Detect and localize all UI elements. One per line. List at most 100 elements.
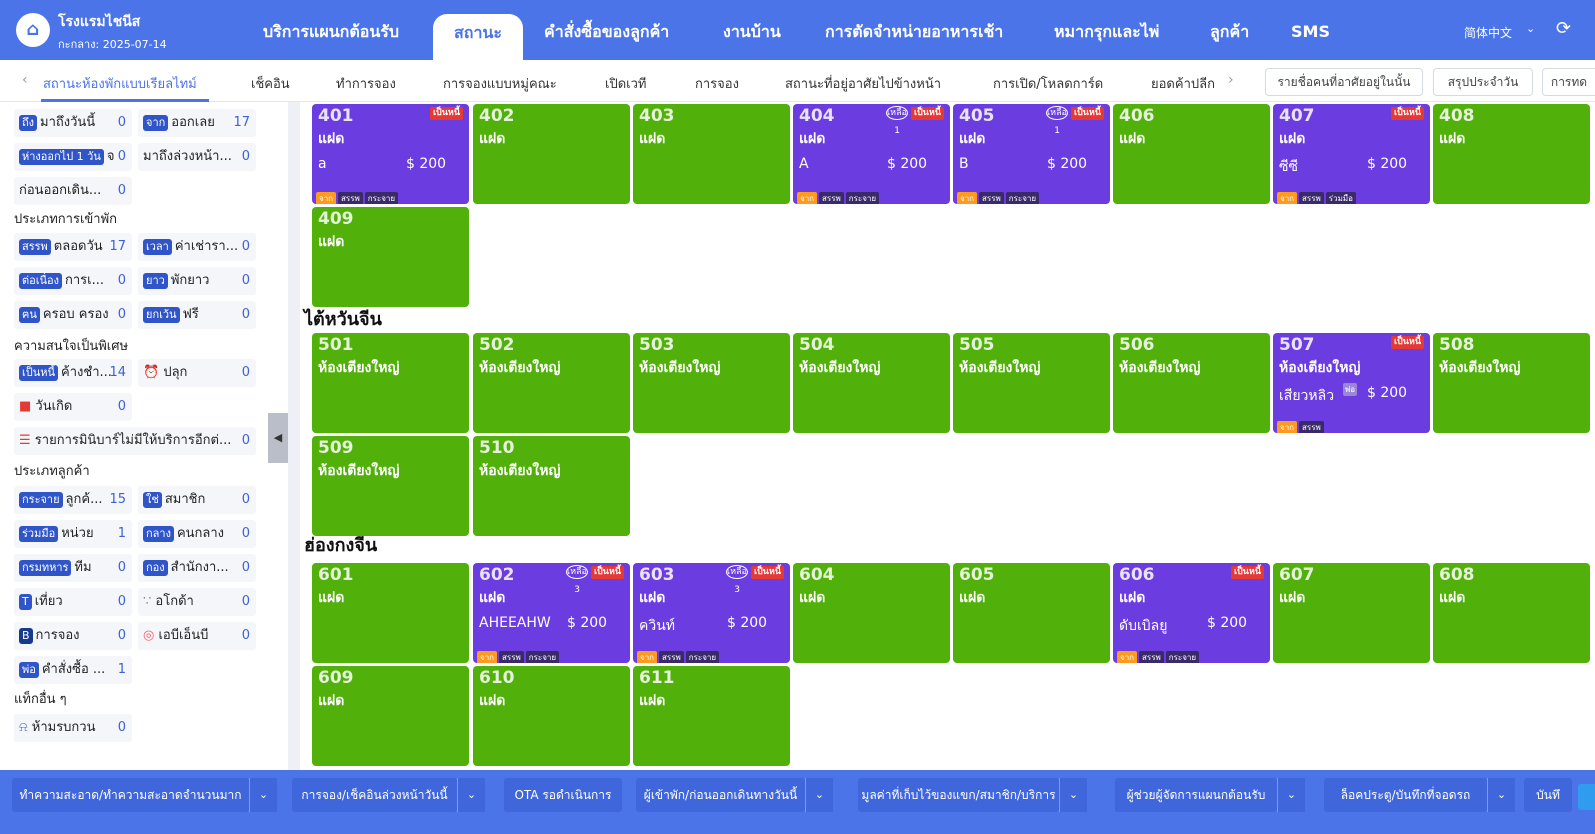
stat-depart[interactable]: จาก ออกเลย 17 (138, 109, 256, 137)
stat-minibar[interactable]: ☰ รายการมินิบาร์ไม่มีให้บริการอีกต่... 0 (14, 427, 256, 455)
room-card[interactable]: 402 แฝด (473, 104, 630, 204)
tab-forward-status[interactable]: สถานะที่อยู่อาศัยไปข้างหน้า (785, 77, 942, 92)
nav-customers[interactable]: ลูกค้า (1210, 22, 1250, 41)
tab-retail[interactable]: ยอดค้าปลีก (1151, 77, 1215, 92)
room-card[interactable]: 406 แฝด (1113, 104, 1270, 204)
room-number: 505 (959, 335, 995, 355)
tab-group-booking[interactable]: การจองแบบหมู่คณะ (443, 77, 557, 92)
ota-pending-button[interactable]: OTA รอดำเนินการ (504, 778, 622, 812)
stat-booking[interactable]: B การจอง 0 (14, 622, 132, 650)
room-card[interactable]: 608 แฝด (1433, 563, 1590, 663)
room-card[interactable]: 401 แฝด a $ 200 เป็นหนี้ จาก สรรพ กระจาย (312, 104, 469, 204)
room-card[interactable]: 409 แฝด (312, 207, 469, 307)
stat-continuous[interactable]: ต่อเนื่อง การเ... 0 (14, 267, 132, 295)
stat-hourly[interactable]: เวลา ค่าเช่ารา... 0 (138, 233, 256, 261)
tab-open-stage[interactable]: เปิดเวที (605, 77, 647, 92)
room-card[interactable]: 611 แฝด (633, 666, 790, 766)
chevron-left-icon[interactable]: ‹ (22, 72, 28, 88)
stat-military[interactable]: กรมทหาร ทีม 0 (14, 554, 132, 582)
chevron-down-icon[interactable]: ⌄ (1526, 22, 1536, 35)
room-card[interactable]: 602 แฝด AHEEAHW $ 200 เป็นหนี้ เหลือ 3 จาก สรรพก… (473, 563, 630, 663)
room-card[interactable]: 610 แฝด (473, 666, 630, 766)
front-desk-assistant-button[interactable]: ผู้ช่วยผู้จัดการแผนกต้อนรับ (1115, 778, 1277, 812)
nav-breakfast[interactable]: การตัดจำหน่ายอาหารเช้า (825, 22, 1004, 41)
stat-allday[interactable]: สรรพ ตลอดวัน 17 (14, 233, 132, 261)
stat-free[interactable]: ยกเว้น ฟรี 0 (138, 301, 256, 329)
stat-away-one-day[interactable]: ห่างออกไป 1 วันจ 0 (14, 143, 132, 171)
tab-realtime-status[interactable]: สถานะห้องพักแบบเรียลไทม์ (43, 77, 197, 92)
tab-card[interactable]: การเปิด/โหลดการ์ด (993, 77, 1104, 92)
stat-before-checkout[interactable]: ก่อนออกเดิน... 0 (14, 177, 132, 205)
stat-middle[interactable]: กลาง คนกลาง 0 (138, 520, 256, 548)
room-card[interactable]: 508 ห้องเตียงใหญ่ (1433, 333, 1590, 433)
room-card[interactable]: 507 ห้องเตียงใหญ่ เสียวหลิว $ 200 เป็นหนี้ พ่… (1273, 333, 1430, 433)
tab-make-reservation[interactable]: ทำการจอง (336, 77, 396, 92)
clean-button[interactable]: ทำความสะอาด/ทำความสะอาดจำนวนมาก (12, 778, 249, 812)
room-card[interactable]: 510 ห้องเตียงใหญ่ (473, 436, 630, 536)
stat-debt[interactable]: เป็นหนี้ ค้างชำ... 14 (14, 359, 132, 387)
stat-member[interactable]: ใช่ สมาชิก 0 (138, 486, 256, 514)
chevron-down-icon[interactable]: ⌄ (249, 778, 277, 812)
room-type: แฝด (479, 590, 506, 606)
room-card[interactable]: 407 แฝด ซีซี $ 200 เป็นหนี้ จาก สรรพ ร่วมมือ (1273, 104, 1430, 204)
refresh-icon[interactable]: ⟳ (1556, 18, 1572, 39)
room-card[interactable]: 601 แฝด (312, 563, 469, 663)
stat-cover[interactable]: ฅน ครอบ ครอง 0 (14, 301, 132, 329)
language-select[interactable]: 简体中文 (1464, 26, 1513, 40)
record-button[interactable]: บันทึ (1524, 778, 1572, 812)
room-card[interactable]: 506 ห้องเตียงใหญ่ (1113, 333, 1270, 433)
room-card[interactable]: 405 แฝด B $ 200 เป็นหนี้ เหลือ 1 จาก สรรพ กระจาย (953, 104, 1110, 204)
nav-sms[interactable]: SMS (1291, 22, 1330, 41)
room-card[interactable]: 408 แฝด (1433, 104, 1590, 204)
room-card[interactable]: 501 ห้องเตียงใหญ่ (312, 333, 469, 433)
nav-housekeeping[interactable]: งานบ้าน (723, 22, 781, 41)
chevron-right-icon[interactable]: › (1228, 72, 1234, 88)
test-button[interactable]: การทด (1542, 68, 1595, 96)
stat-coop[interactable]: ร่วมมือ หน่วย 1 (14, 520, 132, 548)
room-card[interactable]: 607 แฝด (1273, 563, 1430, 663)
room-card[interactable]: 504 ห้องเตียงใหญ่ (793, 333, 950, 433)
nav-front-desk[interactable]: บริการแผนกต้อนรับ (263, 22, 400, 41)
room-card[interactable]: 403 แฝด (633, 104, 790, 204)
room-card[interactable]: 505 ห้องเตียงใหญ่ (953, 333, 1110, 433)
chevron-down-icon[interactable]: ⌄ (1277, 778, 1305, 812)
chevron-down-icon[interactable]: ⌄ (805, 778, 833, 812)
room-card[interactable]: 605 แฝด (953, 563, 1110, 663)
booking-today-button[interactable]: การจอง/เช็คอินล่วงหน้าวันนี้ (292, 778, 457, 812)
chevron-down-icon[interactable]: ⌄ (457, 778, 485, 812)
stat-agoda[interactable]: ∵ อโกด้า 0 (138, 588, 256, 616)
stored-value-button[interactable]: มูลค่าที่เก็บไว้ของแขก/สมาชิก/บริการ (858, 778, 1059, 812)
tab-checkin[interactable]: เช็คอิน (251, 77, 290, 92)
stat-early-arrive[interactable]: มาถึงล่วงหน้า... 0 (138, 143, 256, 171)
resident-list-button[interactable]: รายชื่อคนที่อาศัยอยู่ในนั้น (1265, 68, 1423, 96)
nav-orders[interactable]: คำสั่งซื้อของลูกค้า (544, 22, 670, 41)
guests-today-button[interactable]: ผู้เข้าพัก/ก่อนออกเดินทางวันนี้ (636, 778, 805, 812)
stat-longstay[interactable]: ยาว พักยาว 0 (138, 267, 256, 295)
side-handle[interactable] (1578, 784, 1595, 810)
room-card[interactable]: 503 ห้องเตียงใหญ่ (633, 333, 790, 433)
nav-chess-cards[interactable]: หมากรุกและไพ่ (1054, 22, 1160, 41)
stat-wake[interactable]: ⏰ ปลุก 0 (138, 359, 256, 387)
nav-status[interactable]: สถานะ (433, 14, 523, 60)
chevron-down-icon[interactable]: ⌄ (1487, 778, 1515, 812)
room-card[interactable]: 604 แฝด (793, 563, 950, 663)
collapse-panel-icon[interactable]: ◀ (268, 413, 288, 463)
stat-office[interactable]: กอง สำนักงา... 0 (138, 554, 256, 582)
stat-birthday[interactable]: ■ วันเกิด 0 (14, 393, 132, 421)
stat-airbnb[interactable]: ◎ เอบีเอ็นบี 0 (138, 622, 256, 650)
chevron-down-icon[interactable]: ⌄ (1059, 778, 1087, 812)
room-card[interactable]: 609 แฝด (312, 666, 469, 766)
room-card[interactable]: 502 ห้องเตียงใหญ่ (473, 333, 630, 433)
stat-do-not-disturb[interactable]: ⍾ ห้ามรบกวน 0 (14, 714, 132, 742)
stat-scatter[interactable]: กระจาย ลูกค้... 15 (14, 486, 132, 514)
stat-order[interactable]: พ่อ คำสั่งซื้อ ... 1 (14, 656, 132, 684)
daily-summary-button[interactable]: สรุปประจำวัน (1433, 68, 1533, 96)
room-card[interactable]: 606 แฝด ดับเบิลยู $ 200 เป็นหนี้ จาก สรรพ กระจา… (1113, 563, 1270, 663)
stat-trip[interactable]: T เที่ยว 0 (14, 588, 132, 616)
stat-arrive-today[interactable]: ถึง มาถึงวันนี้ 0 (14, 109, 132, 137)
door-lock-parking-button[interactable]: ล็อคประตู/บันทึกที่จอดรถ (1324, 778, 1487, 812)
room-card[interactable]: 404 แฝด A $ 200 เป็นหนี้ เหลือ 1 จาก สรรพ กระจาย (793, 104, 950, 204)
tab-booking[interactable]: การจอง (695, 77, 739, 92)
room-card[interactable]: 603 แฝด ควินท์ $ 200 เป็นหนี้ เหลือ 3 จาก สรรพ กร… (633, 563, 790, 663)
room-card[interactable]: 509 ห้องเตียงใหญ่ (312, 436, 469, 536)
